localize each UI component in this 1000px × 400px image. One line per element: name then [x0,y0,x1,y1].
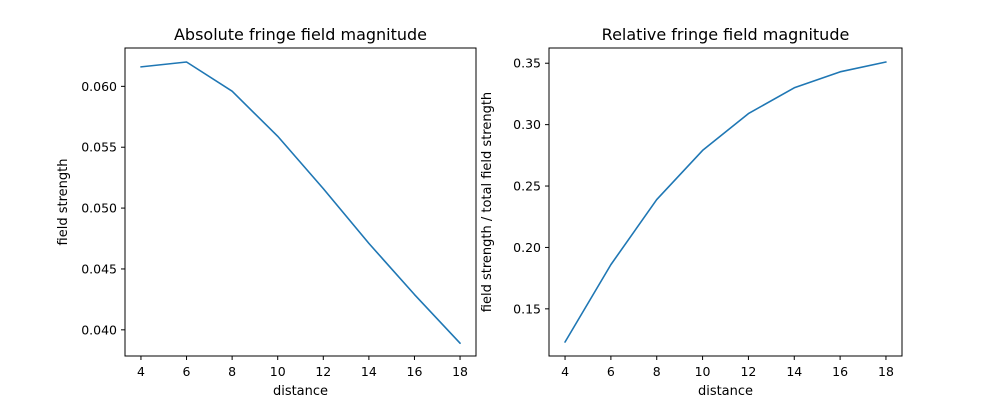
y-tick-label: 0.055 [81,140,117,155]
series-line [564,61,887,343]
x-axis-label: distance [698,384,753,399]
axes-frame [548,47,903,357]
x-tick-label: 4 [561,364,569,379]
x-tick-label: 16 [407,364,423,379]
y-tick-label: 0.050 [81,201,117,216]
y-tick-label: 0.35 [513,56,541,71]
x-tick-label: 4 [137,364,145,379]
y-tick-label: 0.30 [513,117,541,132]
x-tick-label: 8 [653,364,661,379]
chart-absolute-fringe-field: Absolute fringe field magnitude 4 6 8 10 12 1… [56,25,477,399]
x-axis-label: distance [273,384,328,399]
x-tick-label: 6 [183,364,191,379]
x-tick-label: 14 [361,364,377,379]
x-tick-label: 14 [786,364,802,379]
y-axis-label: field strength / total field strength [480,92,495,312]
series-line [140,61,461,345]
y-tick-label: 0.25 [513,179,541,194]
y-axis-label: field strength [56,159,71,246]
x-tick-label: 6 [607,364,615,379]
x-tick-label: 16 [832,364,848,379]
x-tick-label: 10 [695,364,711,379]
y-tick-label: 0.060 [81,79,117,94]
tick-group: 4 6 8 10 12 14 16 18 0.040 0.045 0.050 0.055 0.060 [81,79,468,379]
x-tick-label: 10 [270,364,286,379]
x-tick-label: 12 [315,364,331,379]
tick-group: 4 6 8 10 12 14 16 18 0.15 0.20 0.25 0.30 0.35 [513,56,894,379]
y-tick-label: 0.15 [513,301,541,316]
y-tick-label: 0.045 [81,261,117,276]
chart-relative-fringe-field: Relative fringe field magnitude 4 6 8 10 12 1… [480,25,903,399]
x-tick-label: 8 [228,364,236,379]
x-tick-label: 18 [878,364,894,379]
x-tick-label: 12 [740,364,756,379]
x-tick-label: 18 [452,364,468,379]
axes-frame [124,47,477,357]
y-tick-label: 0.20 [513,240,541,255]
chart-title: Absolute fringe field magnitude [174,25,427,44]
chart-title: Relative fringe field magnitude [602,25,850,44]
y-tick-label: 0.040 [81,322,117,337]
